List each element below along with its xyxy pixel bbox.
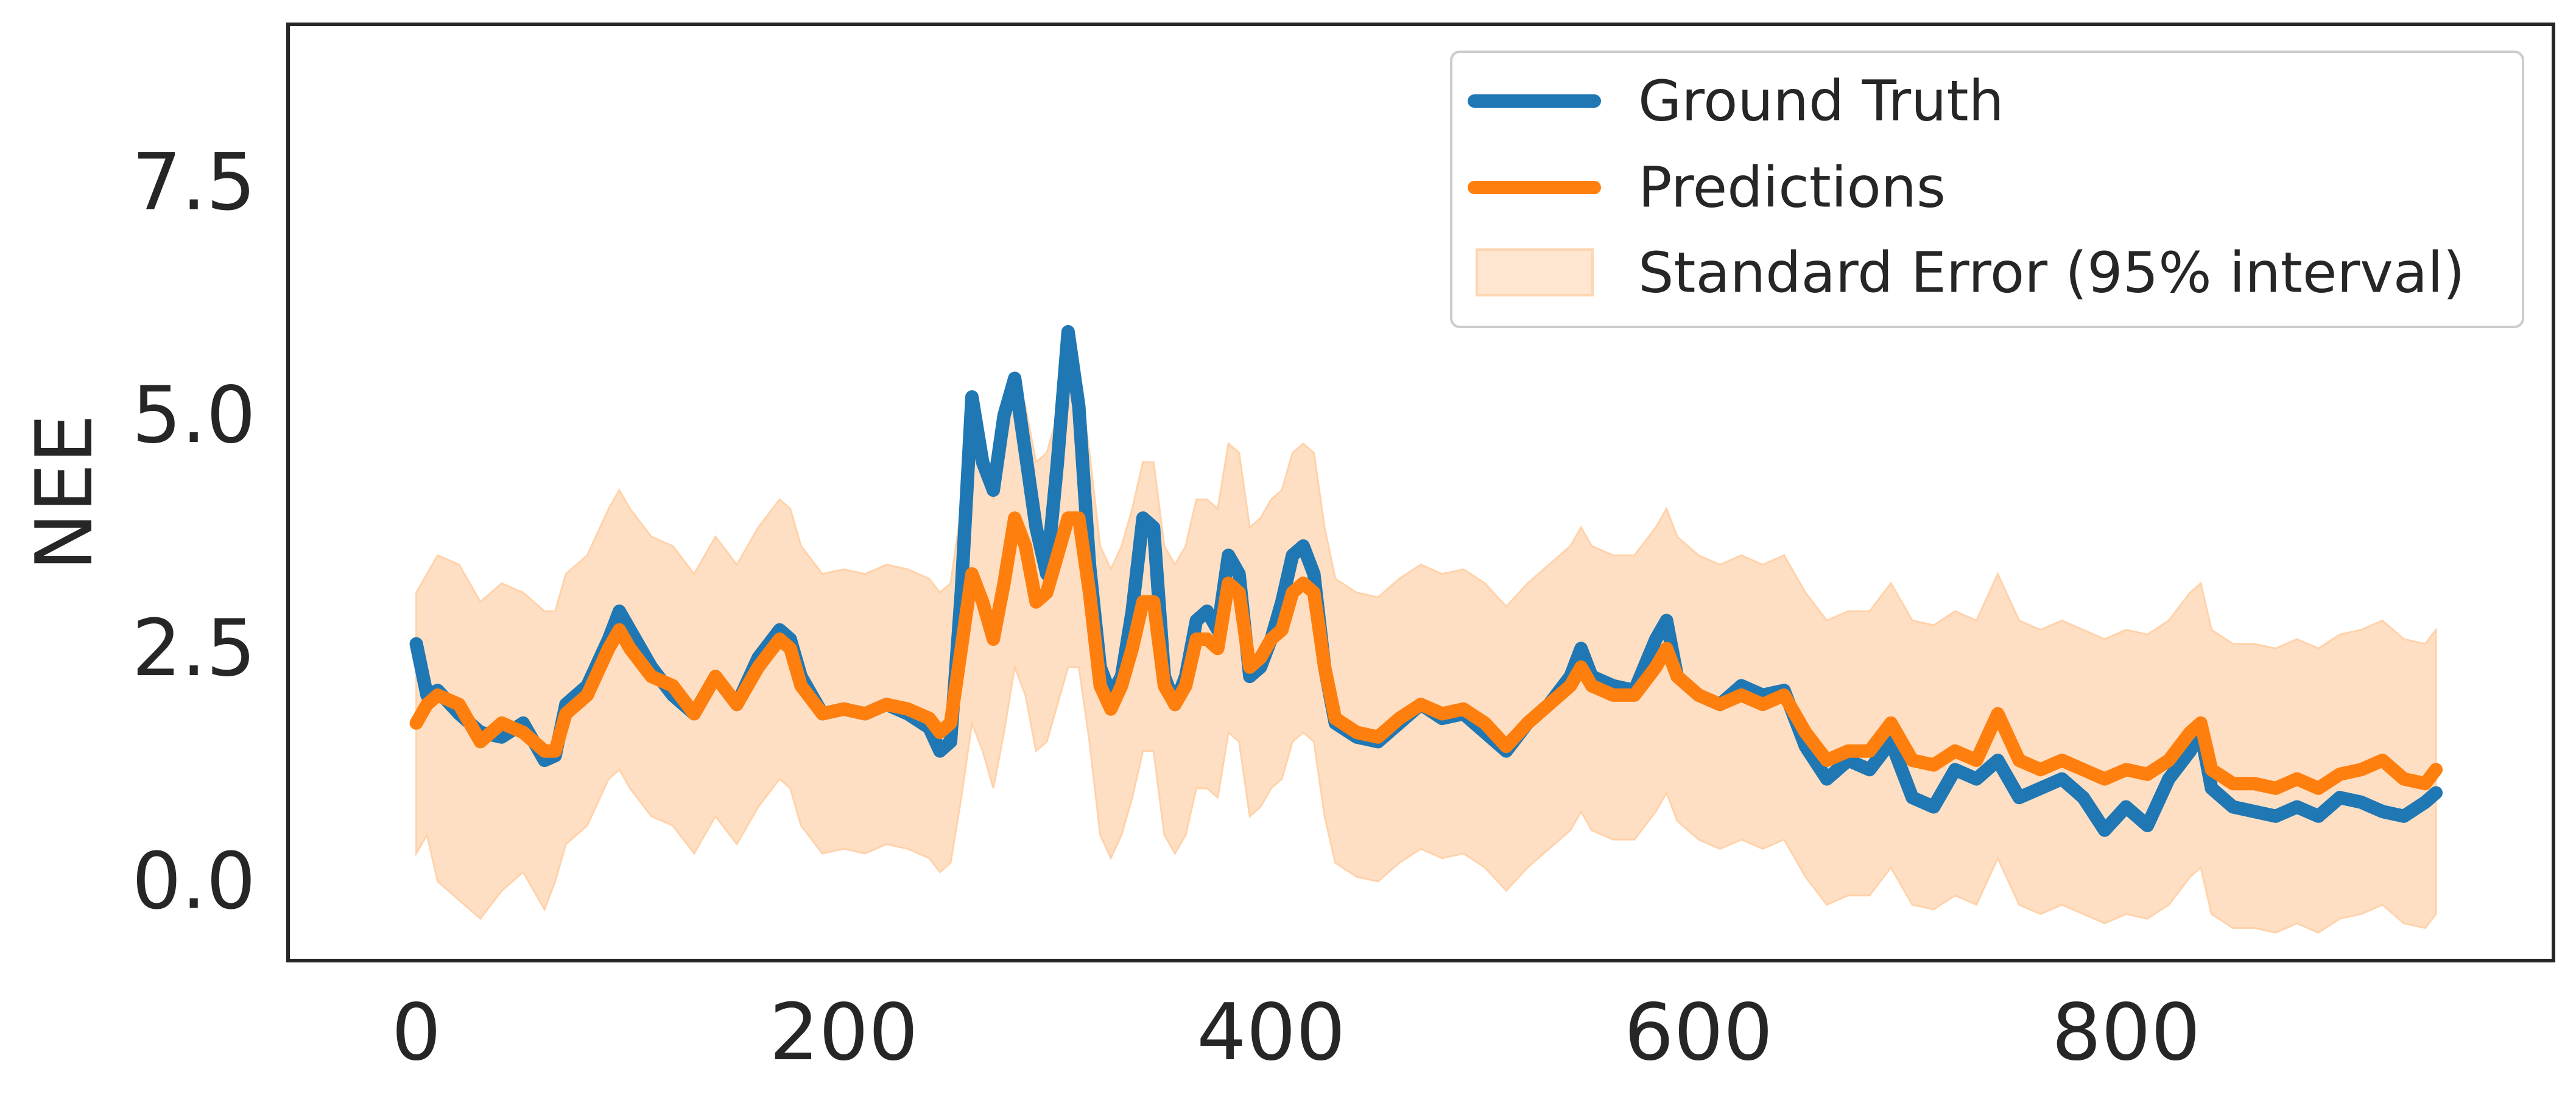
x-axis-ticks: 0 200 400 600 800 <box>392 987 2200 1078</box>
x-tick-label: 400 <box>1197 987 1345 1078</box>
y-tick-label: 2.5 <box>132 603 256 694</box>
legend-swatch-interval <box>1476 248 1594 296</box>
y-tick-label: 0.0 <box>132 836 256 927</box>
legend: Ground Truth Predictions Standard Error … <box>1450 51 2524 328</box>
plot-frame <box>286 23 2555 962</box>
y-tick-label: 7.5 <box>132 138 256 228</box>
series-layer <box>409 325 2443 837</box>
legend-box <box>1450 51 2524 328</box>
legend-label-interval: Standard Error (95% interval) <box>1638 240 2465 306</box>
ground-truth-line <box>409 325 2443 837</box>
y-axis-label: NEE <box>19 414 110 571</box>
y-tick-label: 5.0 <box>132 370 256 461</box>
y-axis-ticks: 0.0 2.5 5.0 7.5 <box>132 138 256 927</box>
x-tick-label: 800 <box>2052 987 2200 1078</box>
x-tick-label: 0 <box>392 987 441 1078</box>
predictions-line <box>409 511 2443 795</box>
x-tick-label: 200 <box>769 987 918 1078</box>
legend-label-ground-truth: Ground Truth <box>1638 69 2004 134</box>
x-tick-label: 600 <box>1624 987 1773 1078</box>
legend-label-predictions: Predictions <box>1638 155 1946 220</box>
